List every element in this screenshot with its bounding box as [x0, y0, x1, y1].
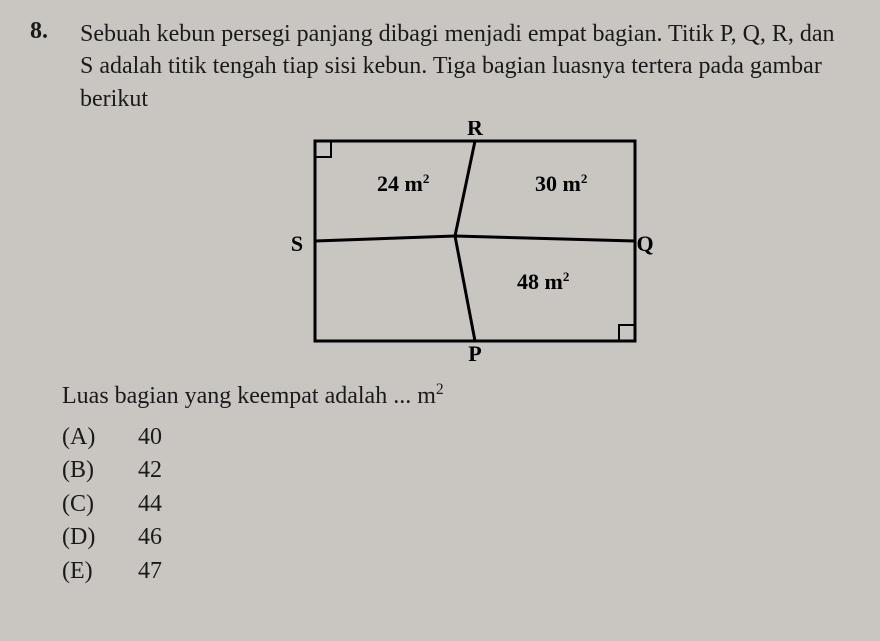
option-d: (D) 46	[62, 521, 850, 555]
option-value: 46	[138, 521, 162, 555]
option-c: (C) 44	[62, 488, 850, 522]
svg-text:Q: Q	[636, 231, 653, 256]
question-number: 8.	[30, 18, 60, 589]
svg-text:S: S	[291, 231, 303, 256]
option-e: (E) 47	[62, 555, 850, 589]
question-body: Sebuah kebun persegi panjang dibagi menj…	[80, 18, 850, 589]
question-block: 8. Sebuah kebun persegi panjang dibagi m…	[30, 18, 850, 589]
figure-container: R S Q P 24 m2 30 m2 48 m2	[80, 121, 850, 371]
geometry-figure: R S Q P 24 m2 30 m2 48 m2	[245, 121, 685, 371]
prompt-text: Luas bagian yang keempat adalah ... m	[62, 383, 436, 409]
option-label: (B)	[62, 454, 110, 488]
svg-text:P: P	[468, 341, 481, 366]
prompt-sup: 2	[436, 381, 444, 398]
svg-text:48 m2: 48 m2	[517, 269, 569, 294]
option-value: 40	[138, 421, 162, 455]
option-label: (D)	[62, 521, 110, 555]
question-stem: Sebuah kebun persegi panjang dibagi menj…	[80, 18, 850, 115]
option-a: (A) 40	[62, 421, 850, 455]
option-value: 47	[138, 555, 162, 589]
option-label: (C)	[62, 488, 110, 522]
option-label: (A)	[62, 421, 110, 455]
svg-text:R: R	[467, 121, 484, 140]
svg-text:24 m2: 24 m2	[377, 171, 429, 196]
svg-text:30 m2: 30 m2	[535, 171, 587, 196]
option-label: (E)	[62, 555, 110, 589]
option-value: 44	[138, 488, 162, 522]
answer-prompt: Luas bagian yang keempat adalah ... m2	[62, 379, 850, 412]
option-b: (B) 42	[62, 454, 850, 488]
options-list: (A) 40 (B) 42 (C) 44 (D) 46 (E) 47	[62, 421, 850, 589]
option-value: 42	[138, 454, 162, 488]
